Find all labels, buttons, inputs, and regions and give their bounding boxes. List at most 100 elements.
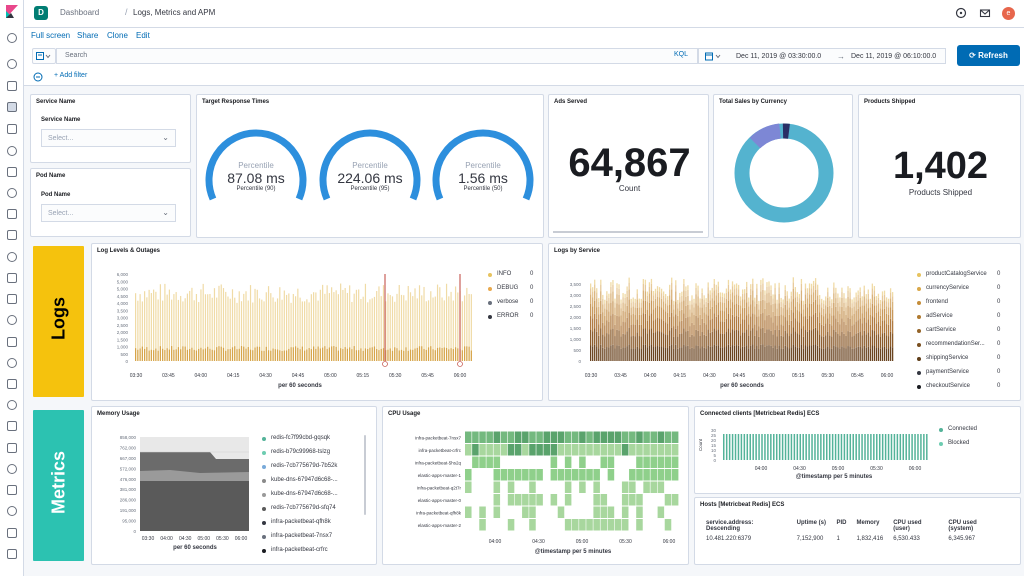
stack-management-icon[interactable] [7,379,17,389]
visualize-icon[interactable] [7,81,17,91]
breadcrumb-dashboard[interactable]: Dashboard [60,8,100,17]
filter-options-icon[interactable] [33,72,43,82]
maps-icon[interactable] [7,146,17,156]
refresh-button[interactable]: ⟳ Refresh [957,45,1020,66]
service-bar [774,294,776,304]
service-bar [725,318,728,333]
dashboard-icon[interactable] [7,102,17,112]
add-filter-button[interactable]: + Add filter [54,72,88,79]
apm-icon[interactable] [7,230,17,240]
column-header[interactable]: CPU used (system) [948,520,977,532]
calendar-icon[interactable] [705,52,725,61]
siem-icon[interactable] [7,273,17,283]
service-bar [721,333,724,348]
legend-item[interactable]: redis-fc7f99cbd-gqsqk [262,435,338,449]
full-screen-link[interactable]: Full screen [31,31,71,40]
edit-link[interactable]: Edit [136,31,150,40]
legend-item[interactable]: infra-packetbeat-7nsx7 [262,533,338,547]
heatmap-cell [507,444,515,456]
service-bar [658,291,661,298]
panel-scrollbar[interactable] [553,231,703,233]
service-bar [727,284,730,292]
legend-item[interactable]: Blocked [939,440,977,454]
nav-icon-20[interactable] [7,485,17,495]
legend-item[interactable]: ERROR 0 [488,313,533,327]
kql-toggle[interactable]: KQL [674,51,689,58]
legend-item[interactable]: verbose 0 [488,299,533,313]
column-header[interactable]: Uptime (s) [796,520,826,526]
pod-name-select[interactable]: Select... ⌄ [41,204,176,222]
service-bar [867,319,869,333]
service-name-select[interactable]: Select... ⌄ [41,129,176,147]
nav-icon-18[interactable] [7,443,17,453]
service-bar [804,316,807,331]
help-icon[interactable] [955,7,967,19]
log-bar [198,302,200,361]
legend-item[interactable]: infra-packetbeat-crfrc [262,547,338,561]
legend-item[interactable]: redis-7cb775679d-7b52k [262,463,338,477]
legend-item[interactable]: redis-7cb775679d-sfq74 [262,505,338,519]
legend-item[interactable]: infra-packetbeat-qfh8k [262,519,338,533]
service-bar [865,298,867,304]
nav-icon-22[interactable] [7,528,17,538]
legend-item[interactable]: adService 0 [917,313,1000,327]
mail-icon[interactable] [979,7,991,19]
ml-icon[interactable] [7,167,17,177]
nav-icon-17[interactable] [7,421,17,431]
saved-query-button[interactable] [32,48,56,64]
legend-item[interactable]: checkoutService 0 [917,383,1000,397]
canvas-icon[interactable] [7,124,17,134]
y-tick-label: 286,000 [120,498,137,503]
service-bar [602,312,604,323]
service-bar [853,297,855,302]
legend-item[interactable]: frontend 0 [917,299,1000,313]
logs-icon[interactable] [7,209,17,219]
legend-scrollbar[interactable] [364,435,366,515]
service-bar [790,347,792,361]
user-avatar[interactable]: e [1002,7,1015,20]
legend-item[interactable]: paymentService 0 [917,369,1000,383]
clone-link[interactable]: Clone [107,31,128,40]
service-bar [656,305,659,318]
discover-icon[interactable] [7,59,17,69]
share-link[interactable]: Share [77,31,99,40]
start-date[interactable]: Dec 11, 2019 @ 03:30:00.0 [736,53,822,60]
legend-label: cartService [926,327,957,333]
legend-item[interactable]: productCatalogService 0 [917,271,1000,285]
graph-icon[interactable] [7,337,17,347]
dev-tools-icon[interactable] [7,294,17,304]
space-selector[interactable]: D [34,6,48,20]
service-bar [764,332,766,347]
kibana-logo-icon[interactable] [5,5,19,19]
nav-icon-19[interactable] [7,464,17,474]
legend-item[interactable]: shippingService 0 [917,355,1000,369]
date-picker[interactable]: Dec 11, 2019 @ 03:30:00.0 → Dec 11, 2019… [698,48,946,64]
legend-item[interactable]: redis-b79c99968-tslzg [262,449,338,463]
legend-item[interactable]: DEBUG 0 [488,285,533,299]
legend-item[interactable]: Connected [939,426,977,440]
uptime-icon[interactable] [7,252,17,262]
legend-item[interactable]: cartService 0 [917,327,1000,341]
column-header[interactable]: Memory [856,520,880,526]
legend-item[interactable]: kube-dns-67947d6c68-... [262,477,338,491]
recent-icon[interactable] [7,33,17,43]
legend-item[interactable]: currencyService 0 [917,285,1000,299]
service-bar [604,336,606,349]
collapse-nav-icon[interactable] [7,549,17,559]
end-date[interactable]: Dec 11, 2019 @ 06:10:00.0 [851,53,937,60]
column-header[interactable]: CPU used (user) [893,520,922,532]
column-header[interactable]: service.address: Descending [706,520,754,532]
infrastructure-icon[interactable] [7,188,17,198]
heatmap-cell [479,431,486,443]
service-bar [673,304,675,310]
column-header[interactable]: PID [836,520,847,526]
legend-item[interactable]: kube-dns-67947d6c68-... [262,491,338,505]
search-input[interactable]: Search [56,48,698,64]
nav-icon-21[interactable] [7,506,17,516]
legend-item[interactable]: INFO 0 [488,271,533,285]
monitoring-icon[interactable] [7,315,17,325]
legend-item[interactable]: recommendationSer... 0 [917,341,1000,355]
settings-icon[interactable] [7,358,17,368]
nav-icon-16[interactable] [7,400,17,410]
service-bar [772,311,774,323]
